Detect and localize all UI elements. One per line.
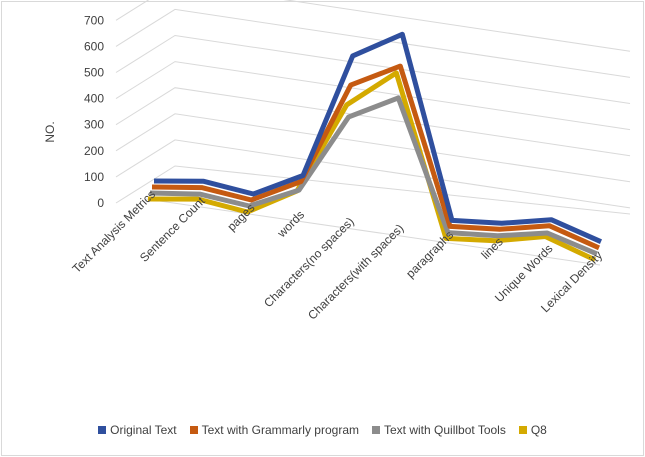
y-axis-label: NO. <box>43 121 57 142</box>
y-tick-label: 100 <box>84 170 104 184</box>
gridline <box>115 61 631 131</box>
gridline <box>115 139 631 209</box>
y-tick-label: 200 <box>84 144 104 158</box>
legend-swatch <box>189 426 198 434</box>
legend: Original Text Text with Grammarly program… <box>0 423 645 437</box>
series-line-text-with-grammarly-program <box>151 63 601 251</box>
legend-swatch <box>372 426 380 434</box>
y-tick-label: 300 <box>84 118 104 132</box>
gridline <box>115 87 631 157</box>
legend-item: Text with Quillbot Tools <box>372 423 506 437</box>
y-tick-label: 600 <box>84 39 104 53</box>
legend-item: Text with Grammarly program <box>189 423 359 437</box>
legend-item: Q8 <box>518 423 547 437</box>
gridline <box>115 113 631 183</box>
y-tick-label: 0 <box>97 196 104 210</box>
series-line-original-text <box>153 31 603 244</box>
gridline <box>115 8 631 78</box>
x-tick-label: Characters(with spaces) <box>305 221 406 322</box>
series-line-q8 <box>147 70 597 263</box>
legend-swatch <box>518 426 527 434</box>
floor-front-edge <box>145 198 601 266</box>
y-tick-label: 400 <box>84 92 104 106</box>
gridline <box>115 34 631 104</box>
x-tick-label: words <box>274 208 307 241</box>
legend-label: Q8 <box>530 423 547 437</box>
y-tick-label: 700 <box>84 13 104 27</box>
legend-label: Text with Grammarly program <box>201 423 359 437</box>
series-line-text-with-quillbot-tools <box>149 95 598 257</box>
floor-edge <box>115 165 631 215</box>
legend-item: Original Text <box>98 423 177 437</box>
legend-label: Text with Quillbot Tools <box>384 423 506 437</box>
legend-swatch <box>98 426 107 434</box>
x-tick-label: paragraphs <box>403 228 456 281</box>
y-tick-label: 500 <box>84 66 104 80</box>
legend-label: Original Text <box>110 423 177 437</box>
gridline <box>115 0 631 52</box>
